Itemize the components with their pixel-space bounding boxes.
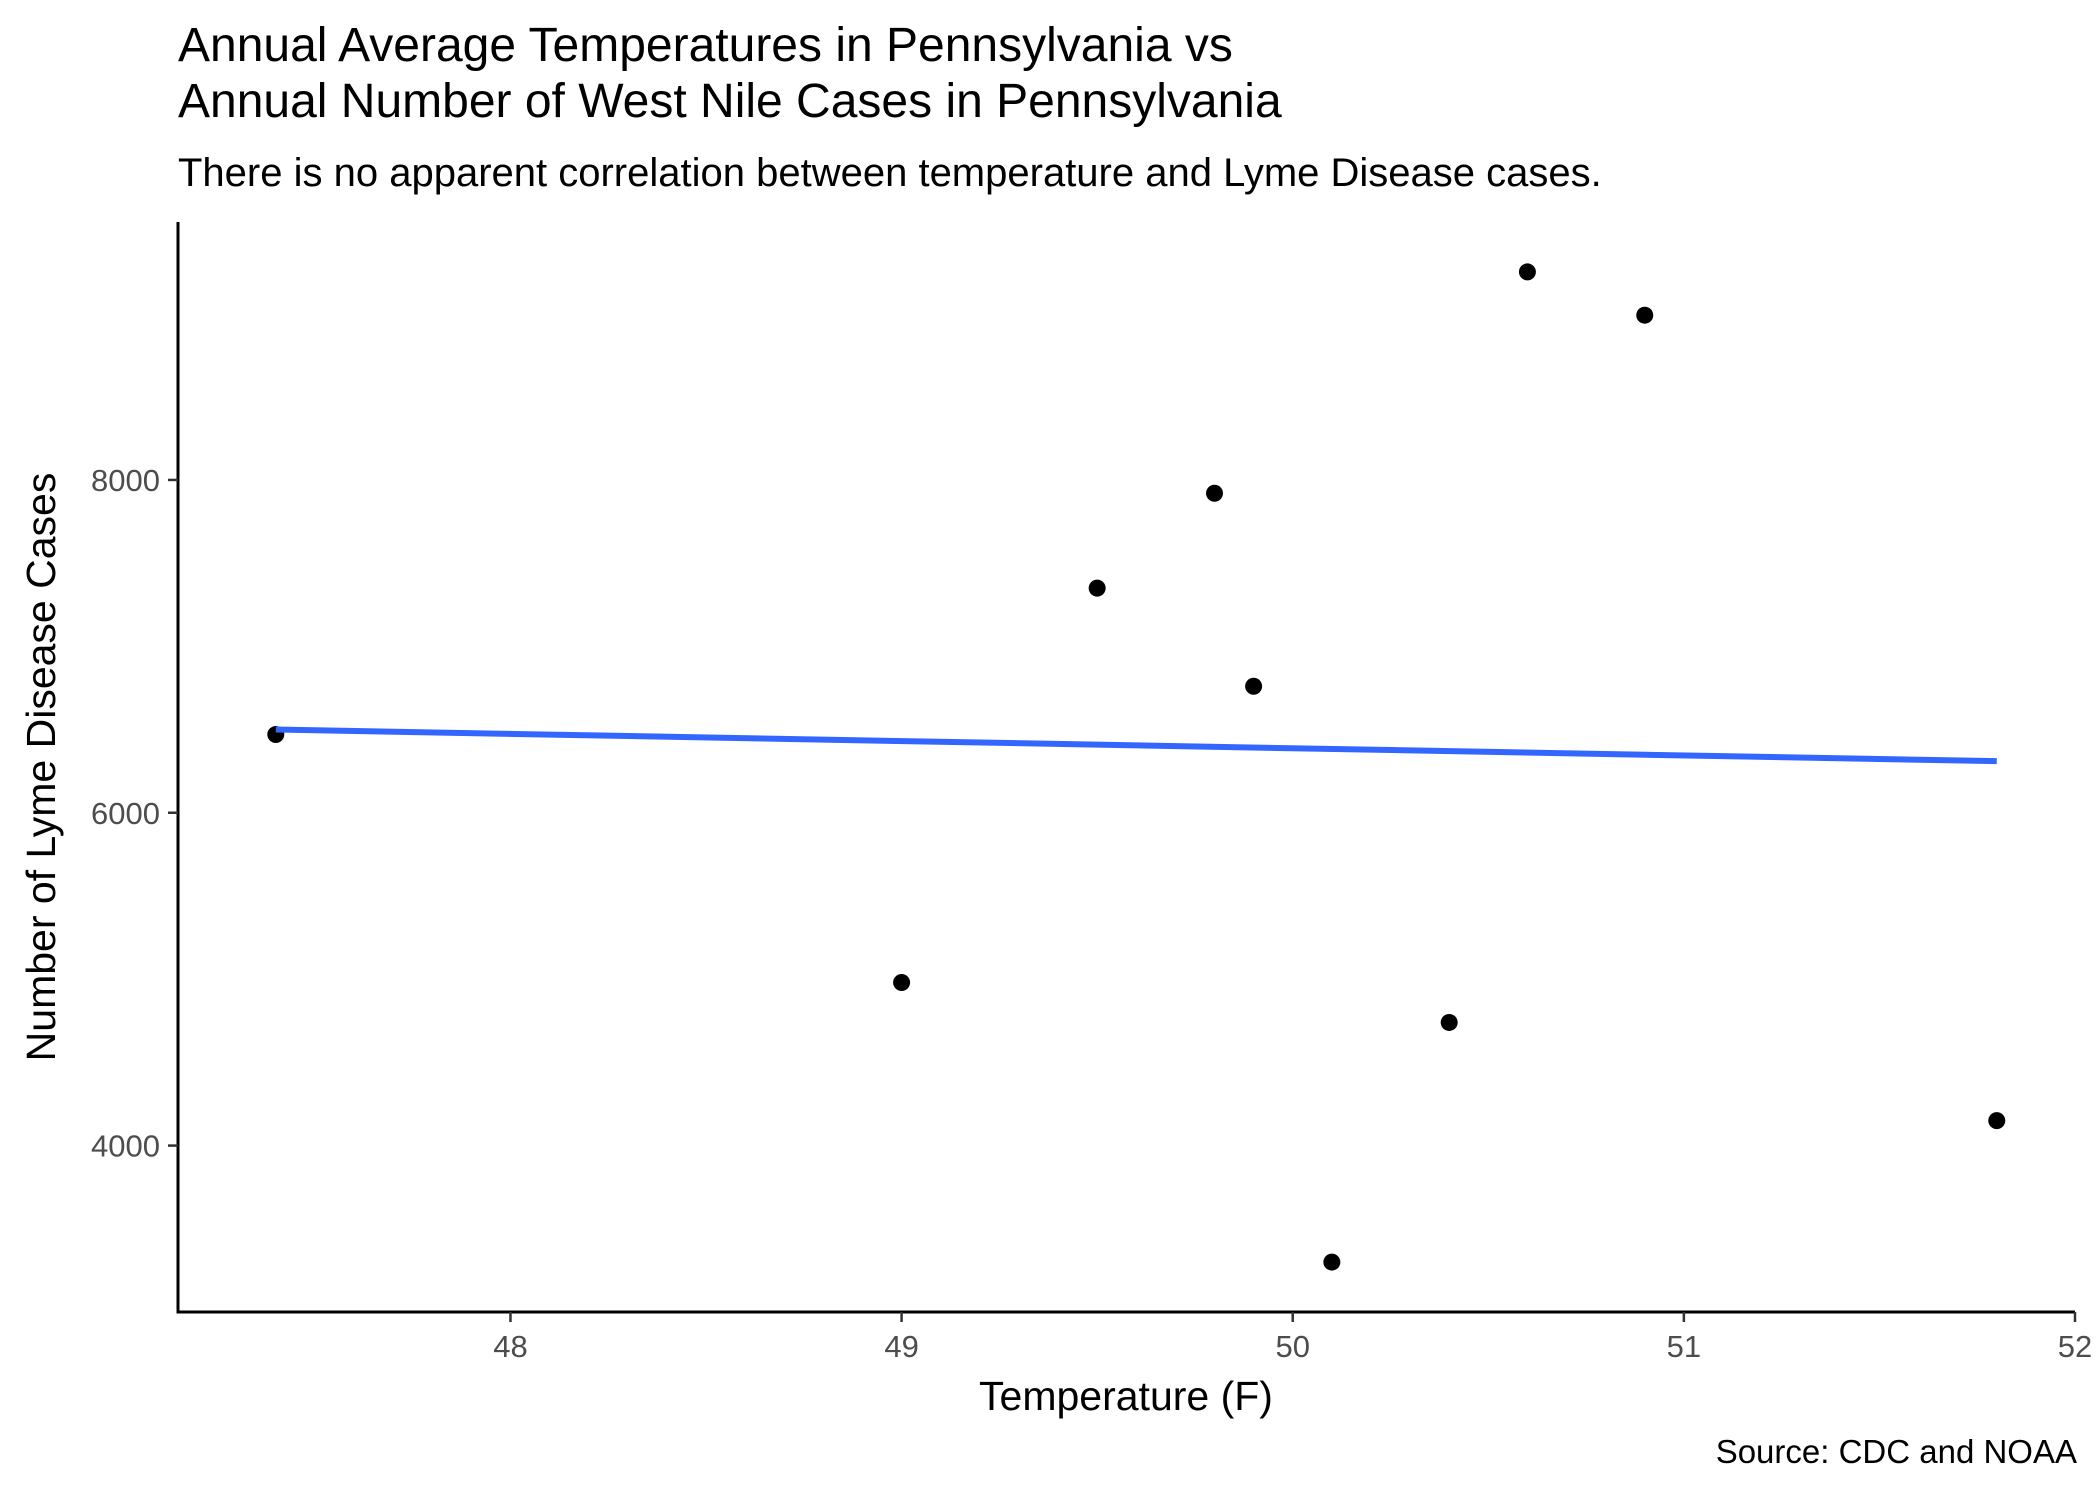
y-tick-label: 8000 bbox=[91, 463, 160, 498]
x-tick-label: 52 bbox=[2058, 1329, 2092, 1364]
x-axis-title: Temperature (F) bbox=[979, 1373, 1273, 1419]
data-point bbox=[1636, 306, 1654, 324]
data-point bbox=[1323, 1253, 1341, 1271]
y-tick-label: 4000 bbox=[91, 1129, 160, 1164]
x-tick-label: 48 bbox=[493, 1329, 527, 1364]
chart-caption: Source: CDC and NOAA bbox=[1715, 1433, 2077, 1470]
trend-line bbox=[275, 726, 1997, 765]
data-point bbox=[1440, 1013, 1458, 1031]
y-axis-title: Number of Lyme Disease Cases bbox=[18, 473, 64, 1062]
x-tick-label: 49 bbox=[884, 1329, 918, 1364]
data-point bbox=[893, 974, 911, 992]
data-point bbox=[1206, 484, 1224, 502]
data-point bbox=[1245, 677, 1263, 695]
x-axis-ticks: 48 49 50 51 52 bbox=[493, 1312, 2092, 1364]
x-tick-label: 51 bbox=[1667, 1329, 1701, 1364]
plot-panel bbox=[267, 263, 2006, 1271]
chart-title-line-1: Annual Average Temperatures in Pennsylva… bbox=[178, 19, 1233, 72]
data-point bbox=[1088, 579, 1106, 597]
chart-subtitle: There is no apparent correlation between… bbox=[178, 151, 1602, 195]
data-point bbox=[1518, 263, 1536, 281]
data-point bbox=[1988, 1112, 2006, 1130]
y-axis-ticks: 4000 6000 8000 bbox=[91, 463, 178, 1164]
x-tick-label: 50 bbox=[1275, 1329, 1309, 1364]
chart-title-line-2: Annual Number of West Nile Cases in Penn… bbox=[178, 75, 1282, 128]
y-tick-label: 6000 bbox=[91, 796, 160, 831]
